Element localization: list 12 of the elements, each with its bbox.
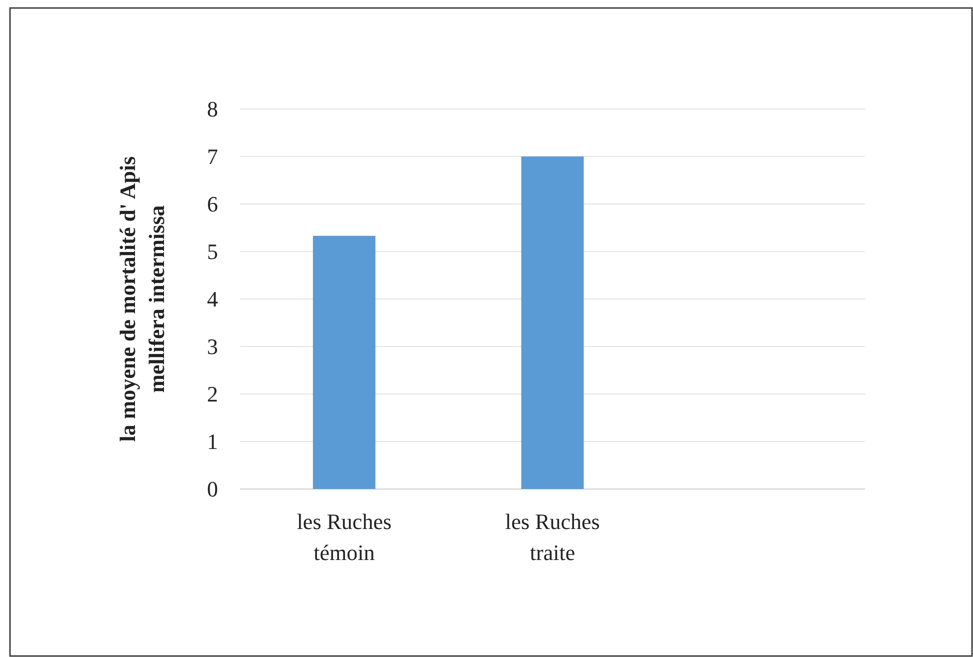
- y-tick-label: 7: [207, 144, 218, 170]
- y-tick-label: 4: [207, 286, 218, 312]
- y-tick-label: 2: [207, 382, 218, 407]
- y-tick-label: 1: [207, 429, 218, 454]
- y-tick-label: 6: [207, 192, 218, 217]
- y-tick-label: 0: [207, 476, 218, 502]
- y-tick-label: 5: [207, 239, 218, 264]
- y-axis-title: la moyene de mortalité d' Apis mellifera intermissa: [115, 156, 169, 442]
- y-tick-label: 8: [207, 96, 218, 122]
- x-tick-label: les Ruches traite: [505, 509, 600, 565]
- y-tick-label: 3: [207, 334, 218, 360]
- x-tick-label: les Ruches témoin: [296, 509, 392, 565]
